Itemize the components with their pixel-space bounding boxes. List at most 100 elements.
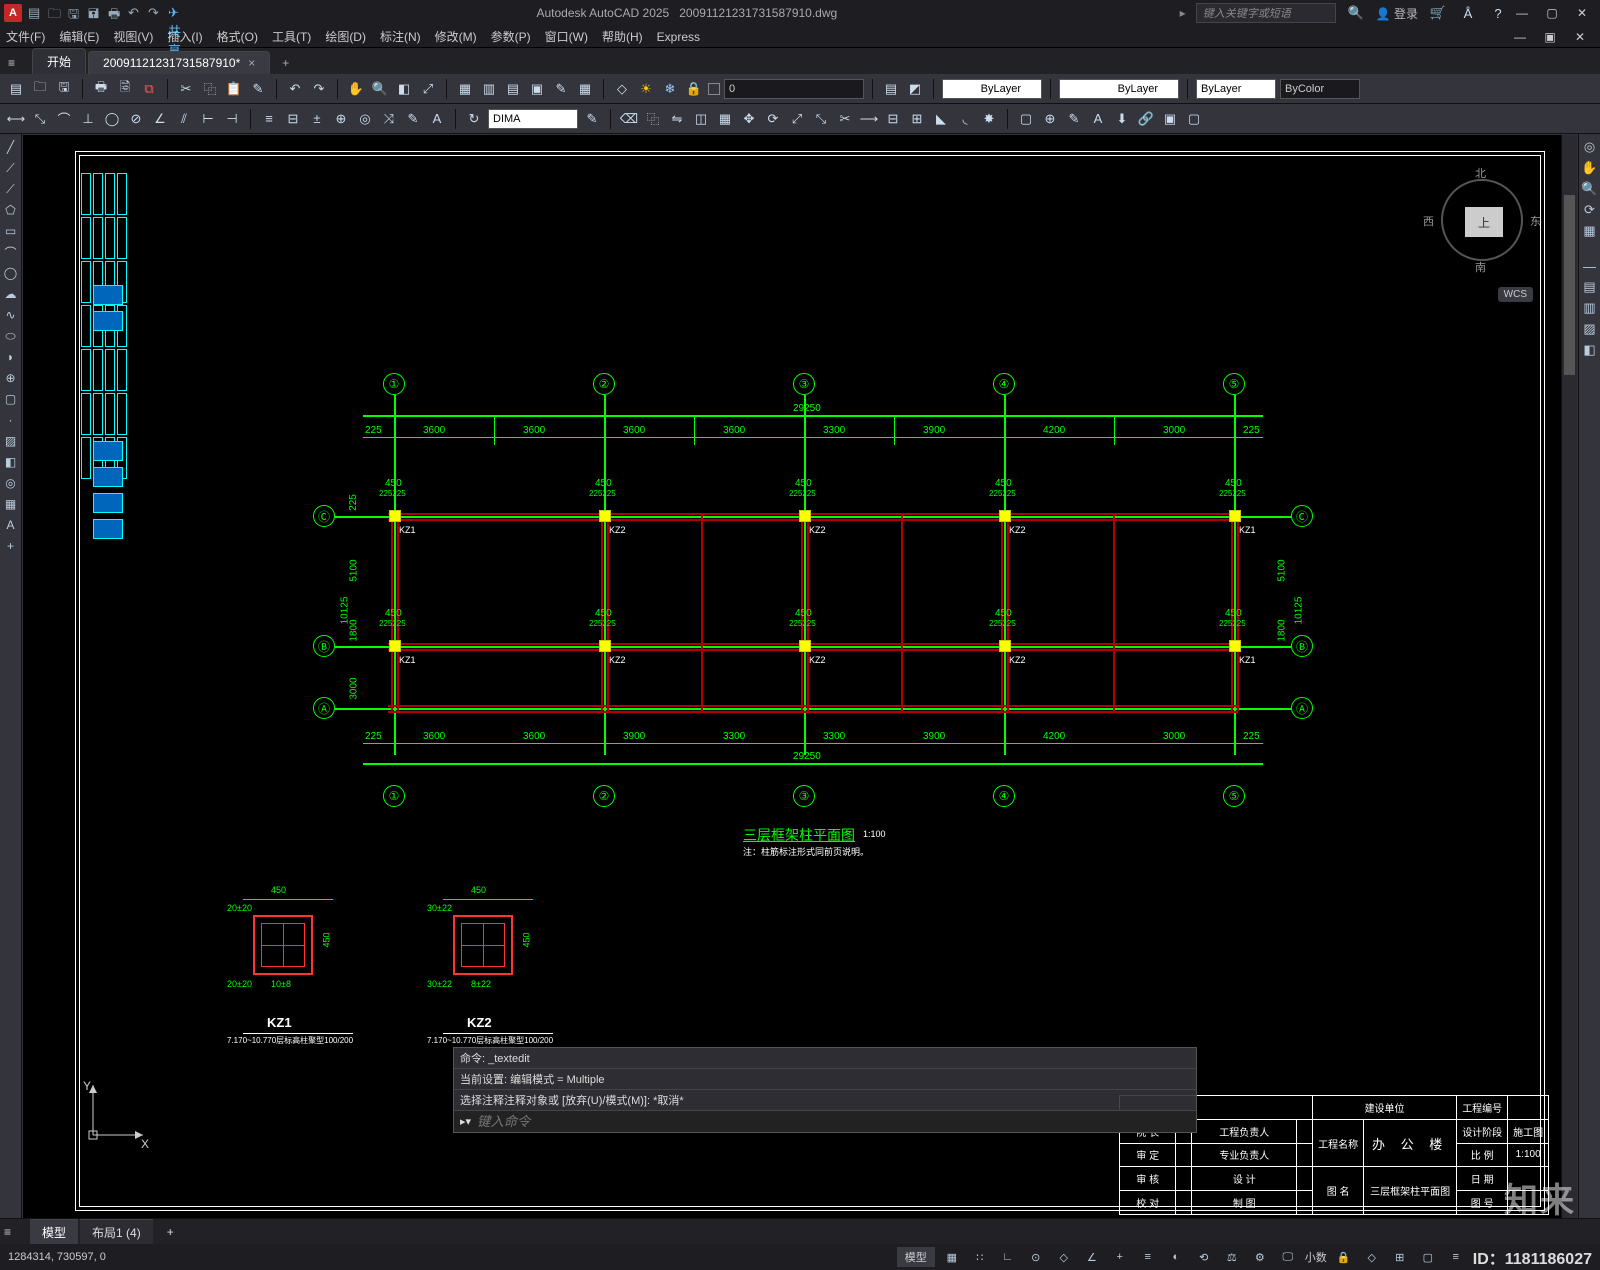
edit-icon[interactable]: ✎ bbox=[1064, 109, 1084, 129]
rect-icon[interactable]: ▭ bbox=[1, 222, 21, 240]
ellipsearc-icon[interactable]: ◗ bbox=[1, 348, 21, 366]
gradient-icon[interactable]: ◧ bbox=[1, 453, 21, 471]
nav-x1-icon[interactable]: ▤ bbox=[1580, 278, 1600, 296]
menu-window[interactable]: 窗口(W) bbox=[545, 28, 588, 45]
dimupdate-icon[interactable]: ↻ bbox=[464, 109, 484, 129]
login-button[interactable]: 👤 登录 bbox=[1376, 5, 1418, 22]
layer-sun-icon[interactable]: ☀ bbox=[636, 79, 656, 99]
lwt-icon[interactable]: ≡ bbox=[1137, 1247, 1159, 1267]
xline-icon[interactable]: ⟋ bbox=[1, 159, 21, 177]
match-icon[interactable]: ✎ bbox=[248, 79, 268, 99]
menu-help[interactable]: 帮助(H) bbox=[602, 28, 643, 45]
plotstyle-bylayer[interactable] bbox=[1196, 79, 1276, 99]
qat-save-icon[interactable]: 🖫 bbox=[68, 5, 84, 21]
qat-share-icon[interactable]: ✈ 共享 bbox=[168, 5, 184, 21]
hatch-icon[interactable]: ▨ bbox=[1, 432, 21, 450]
layout-add-icon[interactable]: + bbox=[155, 1221, 186, 1243]
maximize-icon[interactable]: ▢ bbox=[1538, 3, 1566, 23]
mirror-icon[interactable]: ⇋ bbox=[667, 109, 687, 129]
qat-plot-icon[interactable]: 🖶 bbox=[108, 5, 124, 21]
dim-radius-icon[interactable]: ◯ bbox=[102, 109, 122, 129]
layer-dropdown[interactable] bbox=[724, 79, 864, 99]
insertblk-icon[interactable]: ⊕ bbox=[1, 369, 21, 387]
wblock-icon[interactable]: ⬇ bbox=[1112, 109, 1132, 129]
iso-icon[interactable]: ◇ bbox=[1361, 1247, 1383, 1267]
menu-insert[interactable]: 插入(I) bbox=[167, 28, 202, 45]
nav-x3-icon[interactable]: ▨ bbox=[1580, 320, 1600, 338]
tab-document[interactable]: 200911212317315879​10*× bbox=[88, 51, 270, 74]
paste-icon[interactable]: 📋 bbox=[224, 79, 244, 99]
circle-icon[interactable]: ◯ bbox=[1, 264, 21, 282]
addsel-icon[interactable]: + bbox=[1, 537, 21, 555]
dim-arc-icon[interactable]: ⌒ bbox=[54, 109, 74, 129]
viewcube-e[interactable]: 东 bbox=[1530, 213, 1541, 229]
minimize-icon[interactable]: ― bbox=[1508, 3, 1536, 23]
tab-layout1[interactable]: 布局1 (4) bbox=[80, 1219, 153, 1245]
osnap-icon[interactable]: ◇ bbox=[1053, 1247, 1075, 1267]
zoom-icon[interactable]: 🔍 bbox=[370, 79, 390, 99]
dim-ang-icon[interactable]: ∠ bbox=[150, 109, 170, 129]
close-icon[interactable]: ✕ bbox=[1568, 3, 1596, 23]
menu-format[interactable]: 格式(O) bbox=[217, 28, 258, 45]
grid-icon[interactable]: ▦ bbox=[941, 1247, 963, 1267]
dimedit-icon[interactable]: ✎ bbox=[403, 109, 423, 129]
point-icon[interactable]: · bbox=[1, 411, 21, 429]
viewcube-s[interactable]: 南 bbox=[1475, 259, 1486, 275]
arc-icon[interactable]: ⌒ bbox=[1, 243, 21, 261]
nav-dash-icon[interactable]: — bbox=[1580, 257, 1600, 275]
designcenter-icon[interactable]: ▥ bbox=[479, 79, 499, 99]
group-icon[interactable]: ▣ bbox=[1160, 109, 1180, 129]
rotate-icon[interactable]: ⟳ bbox=[763, 109, 783, 129]
annoscale-icon[interactable]: ⚖ bbox=[1221, 1247, 1243, 1267]
fillet-icon[interactable]: ◟ bbox=[955, 109, 975, 129]
xref-icon[interactable]: 🔗 bbox=[1136, 109, 1156, 129]
dimstyle-dropdown[interactable] bbox=[488, 109, 578, 129]
search-icon[interactable]: 🔍 bbox=[1346, 3, 1366, 23]
menu-param[interactable]: 参数(P) bbox=[491, 28, 531, 45]
sheet-icon[interactable]: ▣ bbox=[527, 79, 547, 99]
nav-pan-icon[interactable]: ✋ bbox=[1580, 159, 1600, 177]
menu-draw[interactable]: 绘图(D) bbox=[325, 28, 366, 45]
layeriso-icon[interactable]: ◩ bbox=[905, 79, 925, 99]
qat-open-icon[interactable]: 🗀 bbox=[48, 5, 64, 21]
otrack-icon[interactable]: ∠ bbox=[1081, 1247, 1103, 1267]
nav-zoom-icon[interactable]: 🔍 bbox=[1580, 180, 1600, 198]
viewcube-top[interactable]: 上 bbox=[1465, 207, 1503, 237]
help-icon[interactable]: ? bbox=[1488, 3, 1508, 23]
polygon-icon[interactable]: ⬠ bbox=[1, 201, 21, 219]
vertical-scrollbar[interactable] bbox=[1561, 135, 1577, 1227]
nav-x2-icon[interactable]: ▥ bbox=[1580, 299, 1600, 317]
dim-quick-icon[interactable]: ⫽ bbox=[174, 109, 194, 129]
markup-icon[interactable]: ✎ bbox=[551, 79, 571, 99]
dimtedit-icon[interactable]: A bbox=[427, 109, 447, 129]
linetype-bylayer-1[interactable] bbox=[942, 79, 1042, 99]
menu-dim[interactable]: 标注(N) bbox=[380, 28, 421, 45]
lock-icon[interactable]: 🔒 bbox=[1333, 1247, 1355, 1267]
zoomwin-icon[interactable]: ◧ bbox=[394, 79, 414, 99]
status-model-btn[interactable]: 模型 bbox=[897, 1247, 935, 1267]
cycling-icon[interactable]: ⟲ bbox=[1193, 1247, 1215, 1267]
dim-dia-icon[interactable]: ⊘ bbox=[126, 109, 146, 129]
custom-icon[interactable]: ≡ bbox=[1445, 1247, 1467, 1267]
dim-ord-icon[interactable]: ⊥ bbox=[78, 109, 98, 129]
plot-icon[interactable]: 🖶 bbox=[91, 79, 111, 99]
nav-showmotion-icon[interactable]: ▦ bbox=[1580, 222, 1600, 240]
pan-icon[interactable]: ✋ bbox=[346, 79, 366, 99]
copy2-icon[interactable]: ⿻ bbox=[643, 109, 663, 129]
menu-edit[interactable]: 编辑(E) bbox=[59, 28, 99, 45]
redo-icon[interactable]: ↷ bbox=[309, 79, 329, 99]
tab-start[interactable]: 开始 bbox=[32, 48, 86, 74]
tab-close-icon[interactable]: × bbox=[248, 56, 255, 70]
dim-aligned-icon[interactable]: ⤡ bbox=[30, 109, 50, 129]
block-icon[interactable]: ▢ bbox=[1016, 109, 1036, 129]
attr-icon[interactable]: A bbox=[1088, 109, 1108, 129]
ws-icon[interactable]: ⚙ bbox=[1249, 1247, 1271, 1267]
inspect-icon[interactable]: ◎ bbox=[355, 109, 375, 129]
doc-minimize-icon[interactable]: ― bbox=[1506, 27, 1534, 47]
monitor-icon[interactable]: 🖵 bbox=[1277, 1247, 1299, 1267]
array-icon[interactable]: ▦ bbox=[715, 109, 735, 129]
tabs-menu-icon[interactable]: ≡ bbox=[4, 52, 32, 74]
toolpalette-icon[interactable]: ▤ bbox=[503, 79, 523, 99]
new-icon[interactable]: ▤ bbox=[6, 79, 26, 99]
help-search-input[interactable]: 键入关键字或短语 bbox=[1196, 3, 1336, 23]
